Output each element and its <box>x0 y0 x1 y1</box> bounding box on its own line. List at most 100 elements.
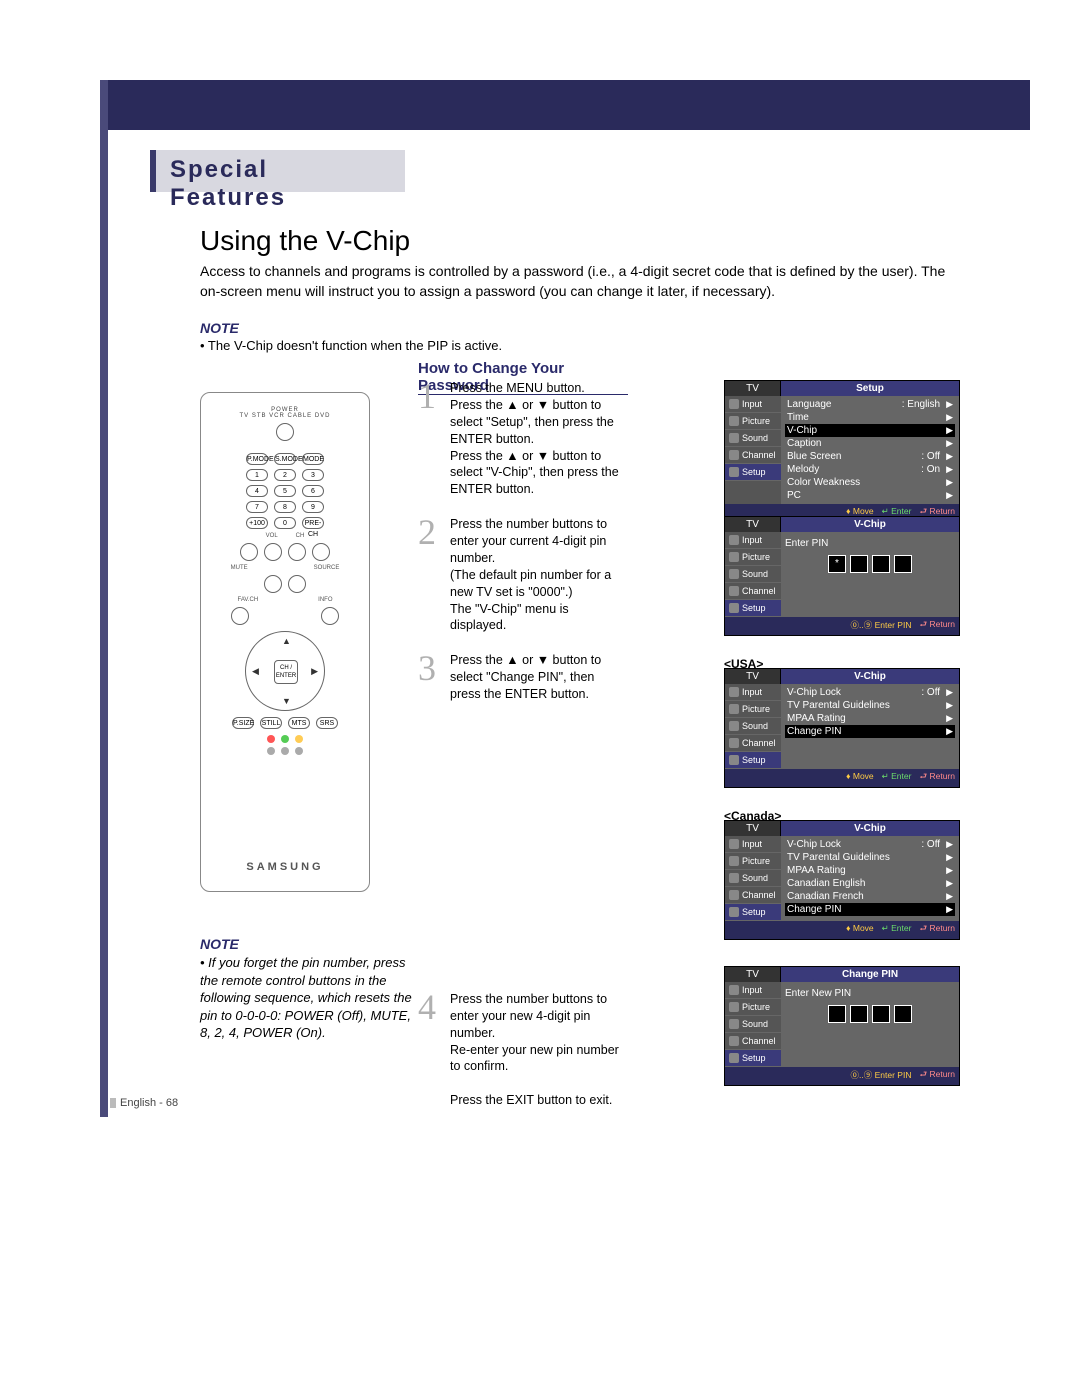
osd-row: V-Chip▶ <box>785 424 955 437</box>
dot-icon <box>295 735 303 743</box>
setup-icon <box>729 603 739 613</box>
osd-row-value: : Off <box>921 839 940 850</box>
osd-side-item: Input <box>742 985 762 995</box>
step-text: Press the number buttons to enter your n… <box>450 991 626 1109</box>
arrow-right-icon: ▶ <box>311 666 318 677</box>
osd-row: Blue Screen: Off▶ <box>785 450 955 463</box>
mute-icon <box>240 543 258 561</box>
osd-row-label: Canadian French <box>787 891 864 902</box>
pin-box <box>872 1005 890 1023</box>
arrow-right-icon: ▶ <box>946 412 953 423</box>
remote-num: 0 <box>274 517 296 529</box>
osd-footer: ⓪..⑨ Enter PIN ⮐ Return <box>725 1067 959 1085</box>
remote-num: 9 <box>302 501 324 513</box>
footer-bar-icon <box>110 1098 116 1108</box>
osd-row-label: TV Parental Guidelines <box>787 700 890 711</box>
remote-btn: MODE <box>302 453 324 465</box>
remote-btn: STILL <box>260 717 282 729</box>
osd-foot-item: ♦ Move <box>846 923 873 937</box>
osd-side-item: Channel <box>742 1036 776 1046</box>
channel-icon <box>729 890 739 900</box>
arrow-right-icon: ▶ <box>946 852 953 863</box>
remote-label: SOURCE <box>314 565 340 571</box>
osd-foot-item: ⓪..⑨ Enter PIN <box>851 1069 912 1083</box>
arrow-right-icon: ▶ <box>946 839 953 850</box>
remote-btn: P.SIZE <box>232 717 254 729</box>
remote-enter: CH / ENTER <box>274 660 298 684</box>
left-rule <box>100 80 108 1117</box>
dot-icon <box>267 747 275 755</box>
pin-box <box>872 555 890 573</box>
arrow-right-icon: ▶ <box>946 399 953 410</box>
osd-main: Language: English▶Time▶V-Chip▶Caption▶Bl… <box>781 396 959 504</box>
osd-foot-item: ⮐ Return <box>919 1069 955 1083</box>
sound-icon <box>729 433 739 443</box>
osd-footer: ⓪..⑨ Enter PIN⮐ Return <box>725 617 959 635</box>
osd-row: Melody: On▶ <box>785 463 955 476</box>
ch-dn-icon <box>288 575 306 593</box>
osd-row-label: PC <box>787 490 801 501</box>
remote-illustration: POWER TV STB VCR CABLE DVD P.MODE S.MODE… <box>200 392 370 892</box>
osd-side-item: Input <box>742 687 762 697</box>
osd-side-item: Sound <box>742 873 768 883</box>
remote-num: 2 <box>274 469 296 481</box>
osd-foot-item: ♦ Move <box>846 771 873 785</box>
osd-row-label: Language <box>787 399 832 410</box>
osd-row-label: Time <box>787 412 809 423</box>
picture-icon <box>729 704 739 714</box>
osd-row: MPAA Rating ▶ <box>785 864 955 877</box>
vol-dn-icon <box>264 575 282 593</box>
arrow-right-icon: ▶ <box>946 865 953 876</box>
osd-side-item: Sound <box>742 569 768 579</box>
osd-row: Canadian English▶ <box>785 877 955 890</box>
osd-foot-item: ⮐ Return <box>919 771 955 785</box>
sound-icon <box>729 569 739 579</box>
page: Special Features Using the V-Chip Access… <box>0 0 1080 1377</box>
osd-row-label: Color Weakness <box>787 477 860 488</box>
input-icon <box>729 985 739 995</box>
pin-box: * <box>828 555 846 573</box>
arrow-left-icon: ◀ <box>252 666 259 677</box>
remote-num: 5 <box>274 485 296 497</box>
osd-side: Input Picture Sound Channel Setup <box>725 684 781 769</box>
step-text: Press the number buttons to enter your c… <box>450 516 626 634</box>
arrow-up-icon: ▲ <box>282 636 291 646</box>
osd-row: TV Parental Guidelines ▶ <box>785 851 955 864</box>
source-icon <box>312 543 330 561</box>
step: 1 Press the MENU button. Press the ▲ or … <box>418 380 626 498</box>
remote-num: 3 <box>302 469 324 481</box>
remote-top-labels: TV STB VCR CABLE DVD <box>211 413 359 419</box>
channel-icon <box>729 1036 739 1046</box>
osd-row-label: TV Parental Guidelines <box>787 852 890 863</box>
arrow-right-icon: ▶ <box>946 687 953 698</box>
note-top: NOTE • The V-Chip doesn't function when … <box>200 320 960 353</box>
osd-side-item: Picture <box>742 1002 770 1012</box>
note-text: • The V-Chip doesn't function when the P… <box>200 338 960 353</box>
osd-side-item: Channel <box>742 586 776 596</box>
remote-label: FAV.CH <box>237 597 258 603</box>
sound-icon <box>729 873 739 883</box>
osd-side: Input Picture Sound Channel Setup <box>725 532 781 617</box>
pin-box <box>850 1005 868 1023</box>
power-icon <box>276 423 294 441</box>
note-text: • If you forget the pin number, press th… <box>200 954 415 1042</box>
header-band <box>100 80 1030 130</box>
osd-row: Language: English▶ <box>785 398 955 411</box>
osd-side-item: Setup <box>742 907 766 917</box>
remote-label: INFO <box>318 597 332 603</box>
arrow-right-icon: ▶ <box>946 464 953 475</box>
osd-enter-pin: TVV-Chip Input Picture Sound Channel Set… <box>724 516 960 636</box>
osd-row-label: MPAA Rating <box>787 865 846 876</box>
osd-change-pin: TVChange PIN Input Picture Sound Channel… <box>724 966 960 1086</box>
osd-side: Input Picture Sound Channel Setup <box>725 836 781 921</box>
osd-side-item: Picture <box>742 704 770 714</box>
picture-icon <box>729 552 739 562</box>
osd-main: V-Chip Lock: Off▶TV Parental Guidelines▶… <box>781 684 959 769</box>
chapter-title-bar: Special Features <box>150 150 405 192</box>
note-label: NOTE <box>200 320 960 336</box>
osd-title: V-Chip <box>781 517 959 532</box>
osd-side-item: Input <box>742 399 762 409</box>
step-number: 1 <box>418 380 444 498</box>
osd-title: Setup <box>781 381 959 396</box>
remote-btn: P.MODE <box>246 453 268 465</box>
